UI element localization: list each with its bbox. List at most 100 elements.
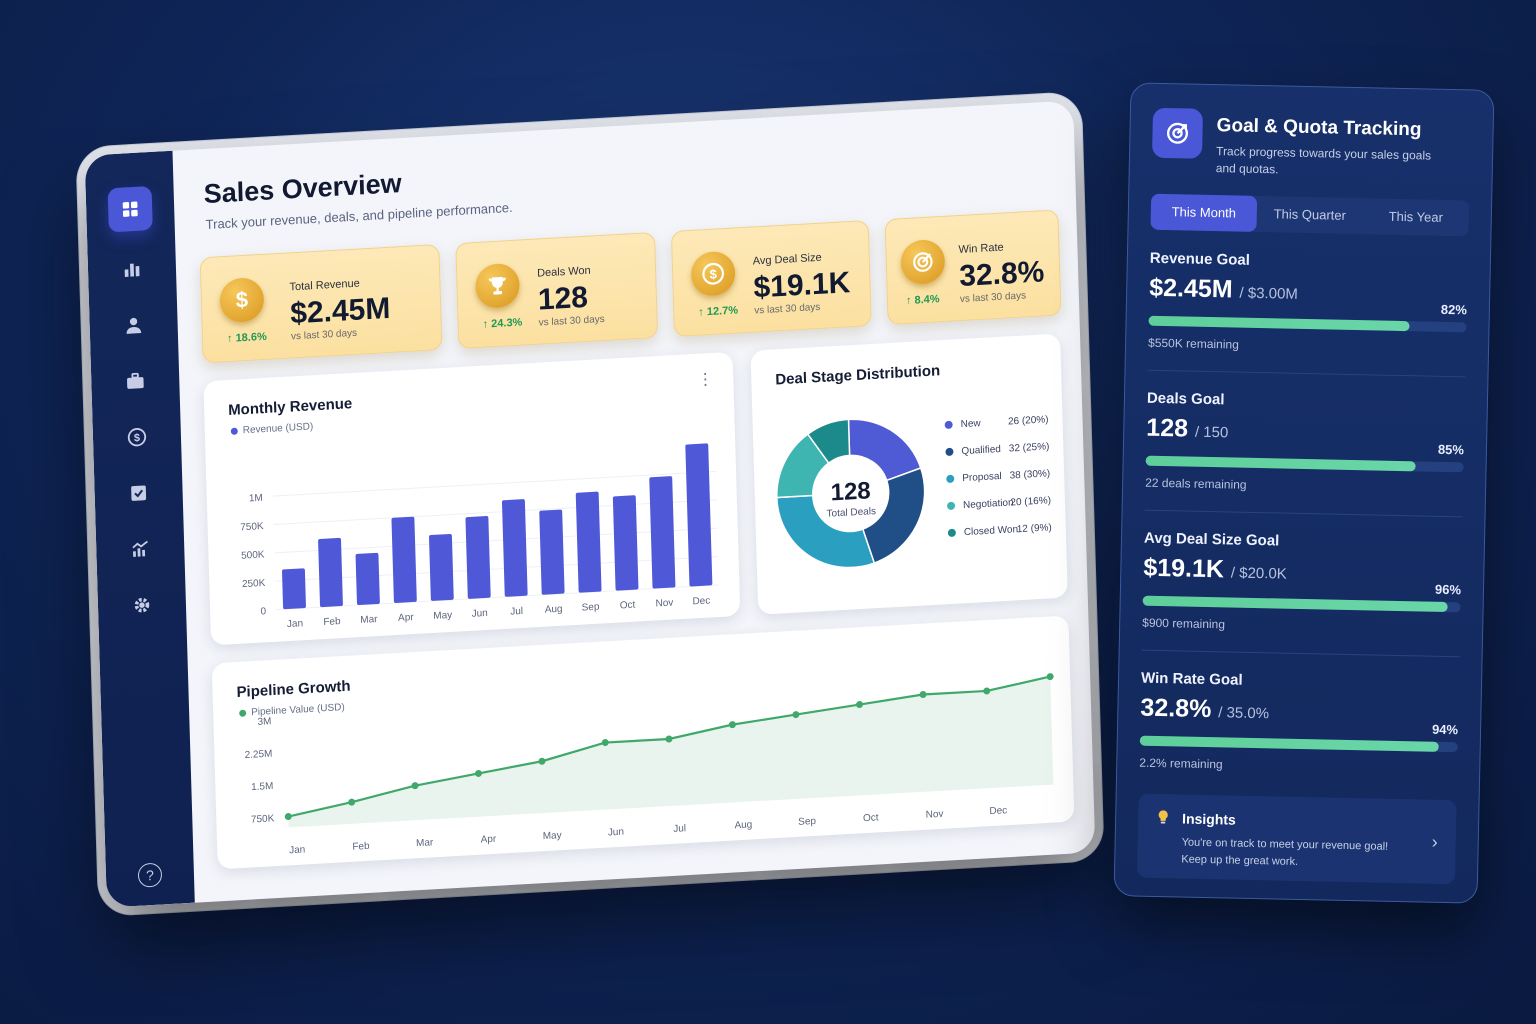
bar (318, 537, 343, 608)
line-point (1046, 673, 1054, 681)
line-point (983, 687, 991, 695)
legend-value: 32 (25%) (1009, 441, 1050, 454)
line-point (538, 757, 546, 765)
pipeline-growth-card: Pipeline Growth Pipeline Value (USD) 750… (211, 615, 1075, 870)
briefcase-icon[interactable] (113, 358, 158, 404)
goal-remaining: 22 deals remaining (1145, 475, 1247, 492)
legend-label: Qualified (961, 444, 1001, 457)
kpi-card-avg-deal-size[interactable]: $ Avg Deal Size $19.1K ↑ 12.7% vs last 3… (670, 220, 872, 338)
x-tick-label: Sep (798, 816, 817, 828)
x-tick-label: Mar (416, 837, 434, 849)
goal-percent: 82% (1440, 301, 1468, 318)
goal-current: 32.8% (1140, 693, 1212, 724)
x-tick-label: Jul (673, 823, 686, 835)
goal-remaining: $900 remaining (1142, 615, 1226, 632)
dollar-icon: $ (219, 276, 265, 324)
goal-value: $19.1K / $20.0K (1143, 554, 1287, 586)
dashboard-window: $ ? Sales Overview Track your revenue, d… (84, 100, 1096, 908)
legend-label: Closed Won (964, 524, 1019, 538)
dashboard-grid-icon[interactable] (107, 185, 153, 233)
kpi-card-total-revenue[interactable]: $ Total Revenue $2.45M ↑ 18.6% vs last 3… (199, 244, 443, 364)
kpi-delta: ↑ 24.3% (482, 316, 523, 331)
goal-remaining: 2.2% remaining (1139, 755, 1223, 772)
bar (282, 568, 306, 610)
legend-dot (947, 501, 956, 510)
progress-fill (1139, 735, 1439, 752)
y-tick-label: 1.5M (251, 781, 274, 793)
tab-this-year[interactable]: This Year (1388, 208, 1444, 225)
chevron-right-icon[interactable]: › (1431, 831, 1438, 852)
kpi-label: Avg Deal Size (752, 251, 822, 268)
bar (685, 443, 713, 587)
y-tick-label: 750K (251, 813, 275, 825)
divider (1141, 649, 1460, 658)
x-tick-label: Nov (926, 809, 944, 821)
y-tick-label: 3M (257, 716, 271, 728)
progress-track (1139, 735, 1458, 753)
period-tabs: This Month This Quarter This Year (1150, 193, 1470, 237)
kpi-value: 128 (537, 280, 589, 317)
kpi-card-deals-won[interactable]: Deals Won 128 ↑ 24.3% vs last 30 days (455, 231, 659, 350)
goal-label: Deals Goal (1146, 389, 1225, 409)
insights-card[interactable]: Insights You're on track to meet your re… (1136, 793, 1457, 885)
bar (501, 499, 528, 597)
line-point (474, 769, 482, 777)
y-tick-label: 750K (240, 521, 264, 533)
line-point (665, 735, 673, 743)
x-tick-label: Mar (360, 614, 378, 626)
x-tick-label: Apr (481, 834, 498, 846)
trophy-icon (474, 262, 521, 310)
y-tick-label: 0 (260, 606, 266, 617)
donut-slice (861, 467, 926, 565)
goal-avg-deal-size: Avg Deal Size Goal $19.1K / $20.0K 96% $… (1141, 530, 1462, 667)
line-point (792, 711, 800, 719)
donut-slice (806, 418, 851, 465)
donut-center-label: Total Deals (826, 506, 876, 520)
progress-track (1145, 455, 1464, 473)
goal-target: / 150 (1194, 423, 1229, 442)
bar (465, 516, 491, 599)
x-tick-label: Sep (582, 602, 601, 614)
goal-quota-panel: Goal & Quota Tracking Track progress tow… (1113, 82, 1495, 904)
deal-stage-card: Deal Stage Distribution 128 Total Deals Ne… (750, 333, 1068, 615)
kpi-delta: ↑ 12.7% (698, 304, 739, 319)
legend-value: 26 (20%) (1008, 414, 1049, 427)
help-icon[interactable]: ? (127, 852, 172, 898)
goal-win-rate: Win Rate Goal 32.8% / 35.0% 94% 2.2% rem… (1139, 670, 1460, 807)
kpi-comparison: vs last 30 days (290, 327, 358, 343)
x-tick-label: Dec (692, 595, 710, 607)
gridline (273, 499, 717, 525)
lightbulb-icon (1154, 808, 1172, 831)
x-tick-label: Feb (352, 841, 370, 853)
trend-chart-icon[interactable] (118, 526, 163, 572)
divider (1144, 509, 1463, 518)
goal-current: 128 (1146, 413, 1189, 443)
monthly-revenue-card: Monthly Revenue Revenue (USD) ⋮ 0 250K 500… (203, 351, 741, 646)
checkbox-icon[interactable] (116, 470, 161, 516)
currency-icon[interactable]: $ (114, 414, 159, 460)
bar-chart-icon[interactable] (109, 246, 154, 292)
tab-this-month[interactable]: This Month (1150, 193, 1258, 232)
line-point (855, 701, 863, 709)
x-tick-label: May (433, 610, 452, 622)
progress-track (1142, 595, 1461, 613)
legend-dot (947, 528, 956, 537)
y-tick-label: 250K (242, 578, 266, 590)
line-point (348, 798, 356, 806)
bar (612, 495, 639, 591)
gear-icon[interactable] (119, 582, 164, 628)
legend-label: New (961, 418, 982, 430)
legend-label: Negotiation (963, 497, 1014, 511)
x-tick-label: Jan (289, 844, 305, 856)
y-tick-label: 2.25M (244, 749, 272, 762)
legend-value: 38 (30%) (1009, 468, 1050, 481)
gridline (276, 584, 720, 611)
user-icon[interactable] (111, 302, 156, 348)
tab-this-quarter[interactable]: This Quarter (1273, 206, 1347, 223)
kpi-card-win-rate[interactable]: Win Rate 32.8% ↑ 8.4% vs last 30 days (884, 209, 1062, 326)
target-icon (1151, 107, 1204, 159)
bar (355, 552, 380, 606)
x-tick-label: Jun (472, 608, 488, 620)
goal-value: 128 / 150 (1146, 414, 1229, 445)
insights-text: You're on track to meet your revenue goa… (1181, 836, 1389, 868)
